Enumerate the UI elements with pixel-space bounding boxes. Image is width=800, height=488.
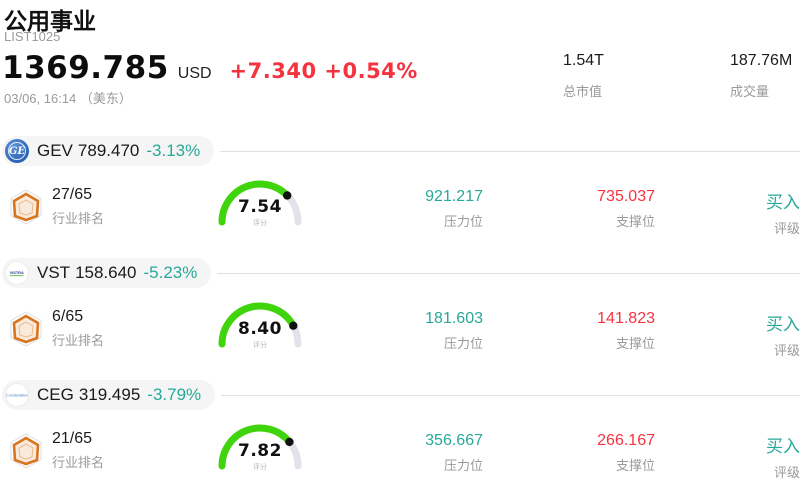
rating-label: 评级 <box>773 221 800 236</box>
stock-header-row: GE GEV 789.470 -3.13% <box>2 136 800 166</box>
vistra-logo-icon: VISTRA <box>5 261 29 285</box>
divider-line <box>220 150 800 152</box>
score-value: 7.82 <box>238 441 282 461</box>
support-label: 支撑位 <box>615 214 655 229</box>
stock-body: 21/65 行业排名 7.82 评分 356.667 压力位 266.167 支… <box>0 424 800 488</box>
industry-rank-value: 6/65 <box>52 308 84 325</box>
stock-body: 6/65 行业排名 8.40 评分 181.603 压力位 141.823 支撑… <box>0 302 800 380</box>
support-value: 735.037 <box>597 188 655 205</box>
score-value: 7.54 <box>238 197 282 217</box>
page-title: 公用事业 <box>4 8 96 34</box>
score-value: 8.40 <box>238 319 282 339</box>
ge-vernova-logo-icon: GE <box>5 139 29 163</box>
stock-row-ceg: Constellation CEG 319.495 -3.79% 21/65 行业… <box>0 380 800 488</box>
rating-label: 评级 <box>773 465 800 480</box>
support-level-col: 141.823 支撑位 <box>597 310 655 352</box>
support-level-col: 266.167 支撑位 <box>597 432 655 474</box>
rating-value: 买入 <box>766 193 800 212</box>
rating-value: 买入 <box>766 315 800 334</box>
pressure-level-col: 356.667 压力位 <box>425 432 483 474</box>
score-label: 评分 <box>253 342 267 349</box>
pressure-level-col: 181.603 压力位 <box>425 310 483 352</box>
support-label: 支撑位 <box>615 336 655 351</box>
industry-rank-value: 27/65 <box>52 186 93 203</box>
industry-rank-block: 6/65 行业排名 <box>8 308 104 349</box>
pressure-value: 356.667 <box>425 432 483 449</box>
rating-value: 买入 <box>766 437 800 456</box>
industry-rank-label: 行业排名 <box>52 211 105 226</box>
support-value: 266.167 <box>597 432 655 449</box>
rating-col: 买入 评级 <box>766 432 800 481</box>
radar-badge-icon <box>10 310 42 347</box>
stock-row-vst: VISTRA VST 158.640 -5.23% 6/65 行业排名 <box>0 258 800 380</box>
stock-header-row: VISTRA VST 158.640 -5.23% <box>2 258 800 288</box>
industry-rank-value: 21/65 <box>52 430 93 447</box>
index-change: +7.340 +0.54% <box>229 59 418 83</box>
change-percent: -5.23% <box>143 263 198 282</box>
stock-body: 27/65 行业排名 7.54 评分 921.217 压力位 735.037 支… <box>0 180 800 258</box>
pressure-label: 压力位 <box>443 458 483 473</box>
industry-rank-label: 行业排名 <box>52 333 105 348</box>
ticker-and-price: GEV 789.470 <box>37 141 140 160</box>
support-level-col: 735.037 支撑位 <box>597 188 655 230</box>
pressure-level-col: 921.217 压力位 <box>425 188 483 230</box>
market-cap-stat: 1.54T 总市值 <box>563 52 604 100</box>
industry-rank-block: 21/65 行业排名 <box>8 430 104 471</box>
score-gauge: 7.82 评分 <box>218 418 302 478</box>
pressure-value: 921.217 <box>425 188 483 205</box>
industry-rank-block: 27/65 行业排名 <box>8 186 104 227</box>
industry-rank-label: 行业排名 <box>52 455 105 470</box>
change-percent: -3.79% <box>147 385 202 404</box>
support-value: 141.823 <box>597 310 655 327</box>
market-cap-value: 1.54T <box>563 52 604 69</box>
score-label: 评分 <box>253 220 267 227</box>
ticker-and-price: VST 158.640 <box>37 263 137 282</box>
score-gauge: 7.54 评分 <box>218 174 302 234</box>
rating-label: 评级 <box>773 343 800 358</box>
stock-pill-gev[interactable]: GE GEV 789.470 -3.13% <box>2 136 215 166</box>
rating-col: 买入 评级 <box>766 310 800 359</box>
score-gauge: 8.40 评分 <box>218 296 302 356</box>
volume-stat: 187.76M 成交量 <box>730 52 792 100</box>
list-id: LIST1025 <box>4 29 61 44</box>
constellation-logo-icon: Constellation <box>5 383 29 407</box>
divider-line <box>221 394 800 396</box>
stock-pill-ceg[interactable]: Constellation CEG 319.495 -3.79% <box>2 380 216 410</box>
radar-badge-icon <box>10 432 42 469</box>
pressure-value: 181.603 <box>425 310 483 327</box>
volume-value: 187.76M <box>730 52 793 69</box>
currency-label: USD <box>177 65 212 82</box>
market-cap-label: 总市值 <box>563 84 603 99</box>
stock-pill-vst[interactable]: VISTRA VST 158.640 -5.23% <box>2 258 212 288</box>
pressure-label: 压力位 <box>443 214 483 229</box>
volume-label: 成交量 <box>730 84 770 99</box>
stock-header-row: Constellation CEG 319.495 -3.79% <box>2 380 800 410</box>
stock-row-gev: GE GEV 789.470 -3.13% 27/65 行业排名 <box>0 136 800 258</box>
score-label: 评分 <box>253 464 267 471</box>
divider-line <box>217 272 800 274</box>
rating-col: 买入 评级 <box>766 188 800 237</box>
change-percent: -3.13% <box>146 141 201 160</box>
pressure-label: 压力位 <box>443 336 483 351</box>
radar-badge-icon <box>10 188 42 225</box>
index-price: 1369.785 <box>2 50 169 86</box>
support-label: 支撑位 <box>615 458 655 473</box>
quote-timestamp: 03/06, 16:14 （美东） <box>4 91 132 106</box>
price-row: 1369.785 USD +7.340 +0.54% <box>2 50 418 86</box>
ticker-and-price: CEG 319.495 <box>37 385 141 404</box>
